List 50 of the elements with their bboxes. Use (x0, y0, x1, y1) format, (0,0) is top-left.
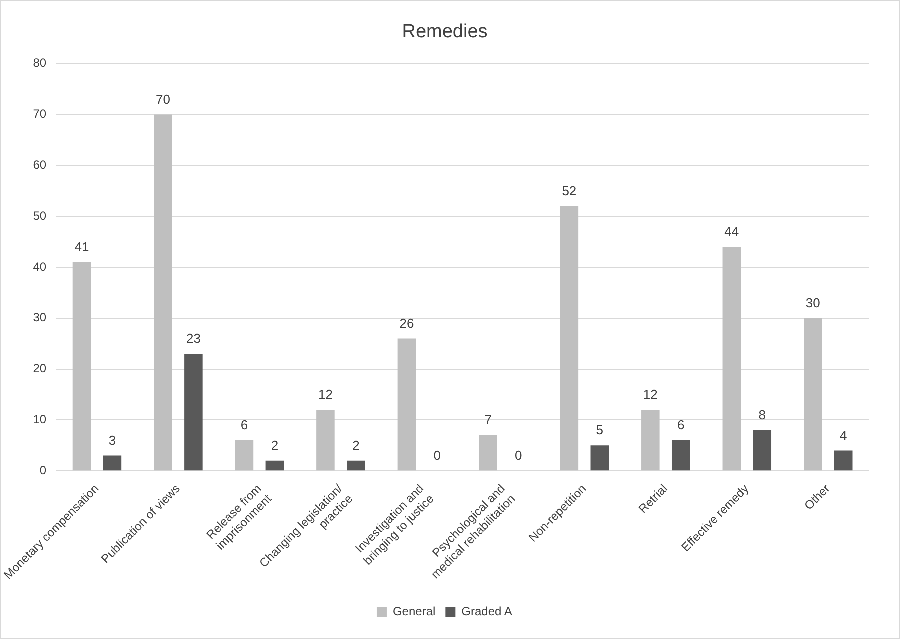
bar (184, 354, 203, 471)
data-label: 70 (156, 92, 170, 107)
data-label: 7 (484, 412, 492, 428)
data-label: 41 (74, 239, 90, 254)
y-tick-label: 10 (33, 412, 47, 426)
bar (672, 440, 690, 471)
data-label: 30 (806, 295, 820, 310)
y-tick-label: 30 (33, 310, 47, 325)
bar (834, 450, 853, 471)
data-label: 6 (240, 418, 248, 433)
chart-title: Remedies (402, 22, 488, 43)
y-tick-label: 60 (33, 158, 47, 172)
bar (398, 338, 416, 471)
bar (590, 446, 610, 471)
data-label: 12 (318, 387, 333, 402)
data-label: 0 (434, 448, 442, 464)
legend-label: General (392, 604, 436, 618)
bar (266, 460, 284, 471)
bar (72, 262, 92, 471)
data-label: 4 (840, 428, 848, 443)
data-label: 23 (186, 331, 201, 346)
y-tick-label: 0 (40, 463, 47, 478)
bar (642, 410, 660, 471)
data-label: 12 (643, 387, 658, 402)
bar (316, 410, 335, 471)
data-label: 0 (515, 448, 522, 464)
legend-label: Graded A (462, 604, 512, 618)
data-label: 3 (108, 432, 116, 448)
y-tick-label: 70 (33, 107, 47, 122)
data-label: 2 (352, 438, 360, 453)
bar (804, 318, 822, 471)
y-tick-label: 50 (33, 208, 47, 223)
data-label: 44 (724, 224, 740, 240)
y-tick-label: 80 (33, 56, 47, 70)
bar (347, 460, 366, 471)
data-label: 52 (562, 183, 577, 198)
bar (560, 206, 579, 471)
y-tick-label: 20 (33, 362, 47, 376)
bar (722, 247, 742, 471)
data-label: 6 (678, 418, 685, 433)
bar (753, 430, 772, 471)
data-label: 5 (596, 422, 604, 438)
bar (235, 440, 254, 471)
bar (154, 114, 172, 471)
data-label: 8 (758, 407, 766, 422)
bar (103, 456, 122, 471)
data-label: 26 (400, 316, 414, 331)
data-label: 2 (271, 438, 279, 453)
bar (479, 435, 498, 471)
y-tick-label: 40 (33, 260, 47, 274)
